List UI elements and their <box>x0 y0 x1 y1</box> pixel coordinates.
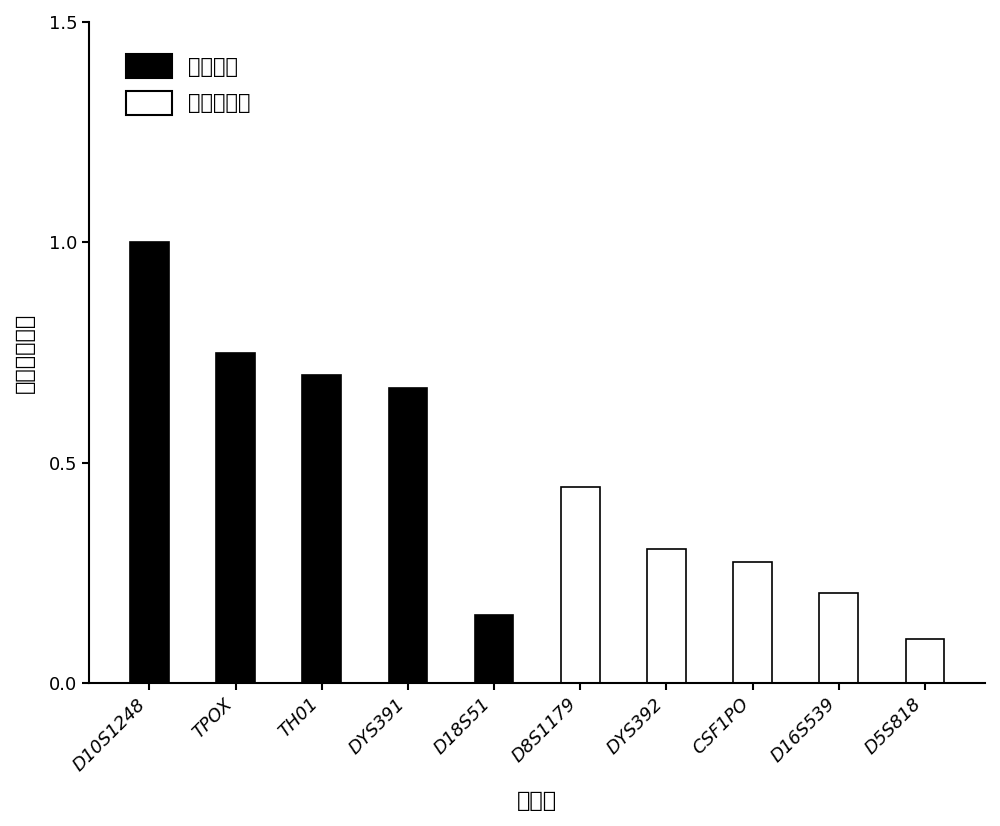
Bar <box>130 242 169 683</box>
Bar <box>475 615 513 683</box>
Bar <box>216 353 255 683</box>
Legend: 核小体组, 非核小体组: 核小体组, 非核小体组 <box>118 45 259 123</box>
Bar <box>561 487 600 683</box>
Bar <box>819 593 858 683</box>
X-axis label: 基因座: 基因座 <box>517 791 557 811</box>
Bar <box>906 639 944 683</box>
Bar <box>302 375 341 683</box>
Y-axis label: 基因座检出率: 基因座检出率 <box>15 312 35 392</box>
Bar <box>389 388 427 683</box>
Bar <box>647 548 686 683</box>
Bar <box>733 562 772 683</box>
